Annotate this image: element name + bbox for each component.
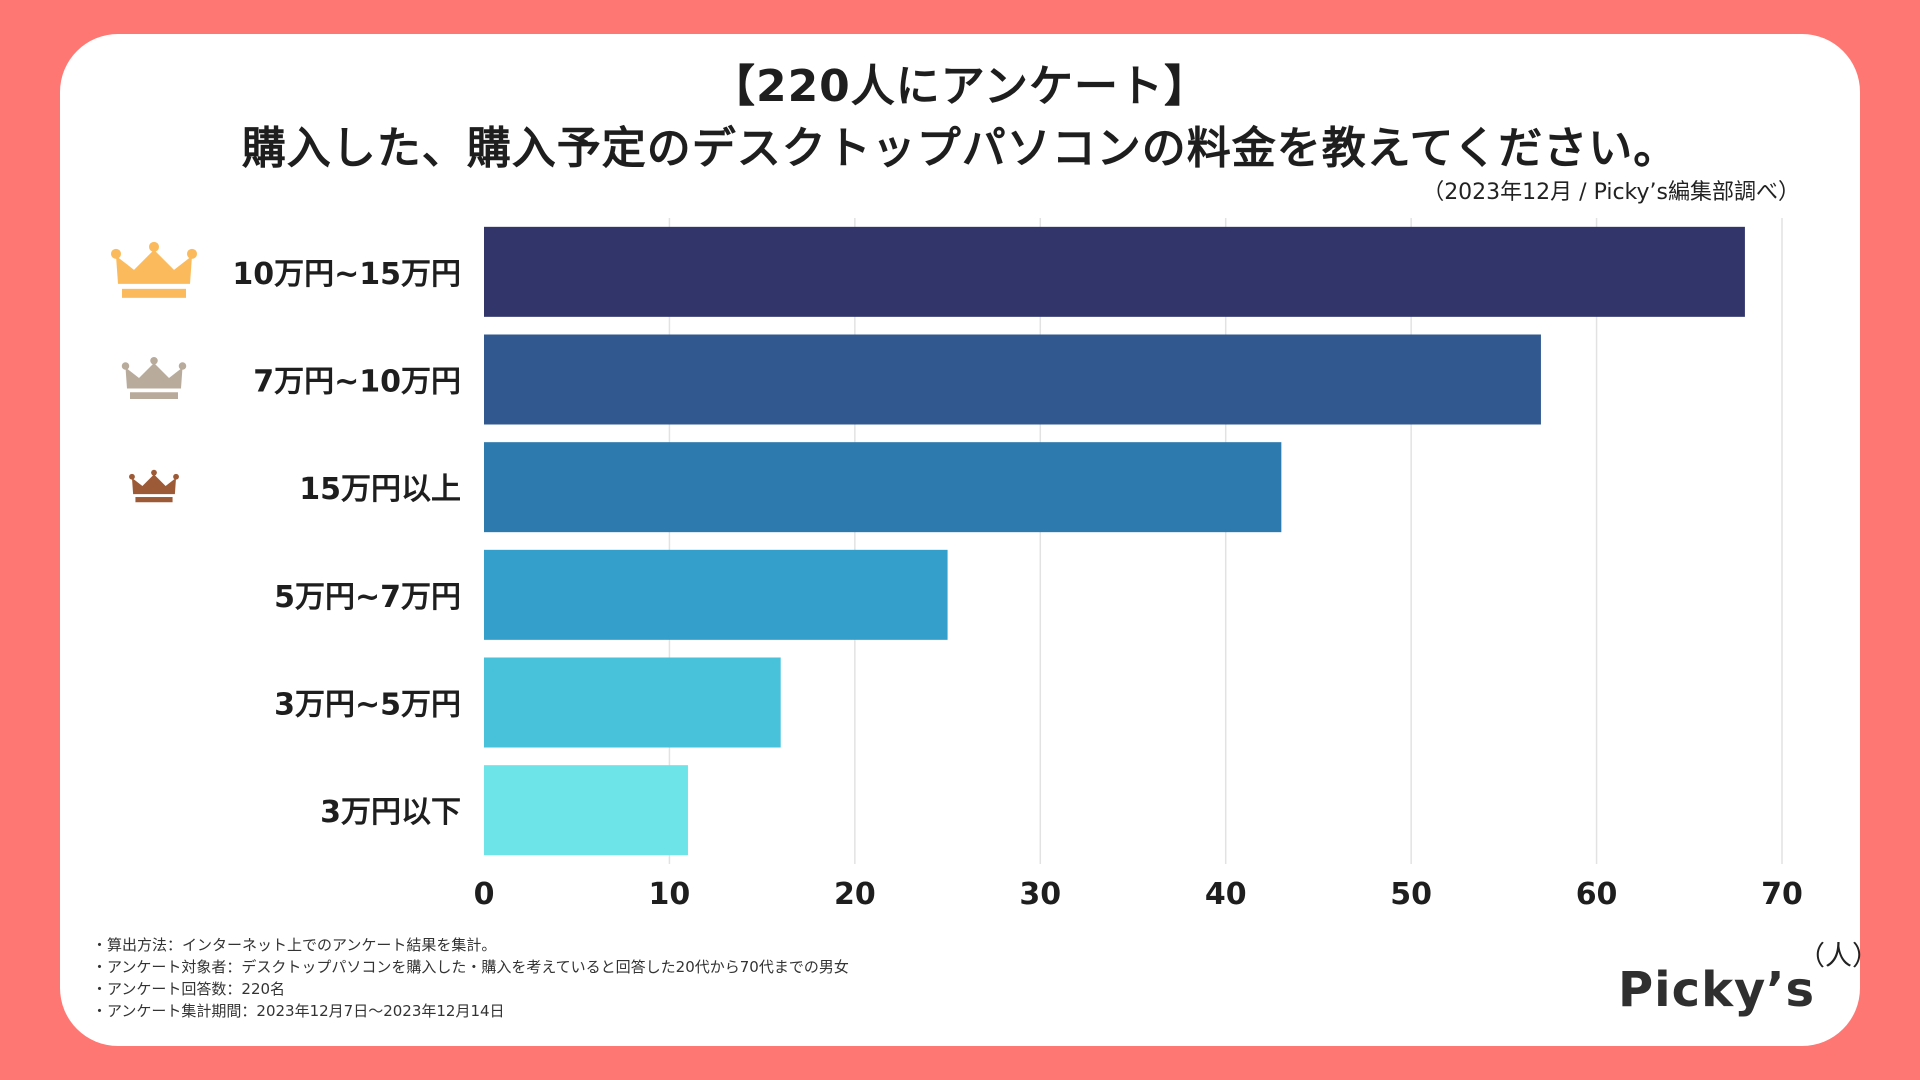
x-tick-label-20: 20: [834, 877, 876, 912]
x-tick-label-0: 0: [474, 877, 495, 912]
silver-crown-icon: [121, 357, 187, 399]
x-tick-label-10: 10: [649, 877, 691, 912]
category-label-4: 5万円~7万円: [274, 580, 461, 615]
footnote-period: ・アンケート集計期間：2023年12月7日〜2023年12月14日: [92, 1002, 505, 1020]
bar-4: [484, 549, 948, 640]
footnote-target: ・アンケート対象者：デスクトップパソコンを購入した・購入を考えていると回答した2…: [92, 958, 849, 976]
category-label-5: 3万円~5万円: [274, 688, 461, 723]
footnote-method: ・算出方法：インターネット上でのアンケート結果を集計。: [92, 936, 497, 954]
category-label-3: 15万円以上: [299, 472, 461, 507]
chart-title-line1: 【220人にアンケート】: [710, 61, 1210, 112]
gold-crown-icon: [111, 241, 197, 298]
category-label-1: 10万円~15万円: [232, 257, 461, 292]
chart-card: [60, 34, 1860, 1046]
chart-title-line2: 購入した、購入予定のデスクトップパソコンの料金を教えてください。: [241, 123, 1679, 174]
category-label-2: 7万円~10万円: [253, 365, 461, 400]
x-tick-label-70: 70: [1761, 877, 1803, 912]
bar-3: [484, 442, 1282, 533]
bar-1: [484, 226, 1745, 317]
x-tick-label-30: 30: [1019, 877, 1061, 912]
x-axis-unit-label: （人）: [1798, 941, 1879, 972]
footnote-count: ・アンケート回答数：220名: [92, 980, 286, 998]
x-tick-label-50: 50: [1390, 877, 1432, 912]
chart-source: （2023年12月 / Picky’s編集部調べ）: [1422, 180, 1800, 205]
brand-logo: Picky’s: [1618, 962, 1816, 1018]
category-label-6: 3万円以下: [320, 795, 461, 830]
x-tick-label-60: 60: [1576, 877, 1618, 912]
bar-2: [484, 334, 1541, 425]
bar-6: [484, 765, 688, 856]
bar-5: [484, 657, 781, 748]
x-tick-label-40: 40: [1205, 877, 1247, 912]
bronze-crown-icon: [129, 469, 179, 503]
footnotes: ・算出方法：インターネット上でのアンケート結果を集計。 ・アンケート対象者：デス…: [92, 934, 849, 1022]
